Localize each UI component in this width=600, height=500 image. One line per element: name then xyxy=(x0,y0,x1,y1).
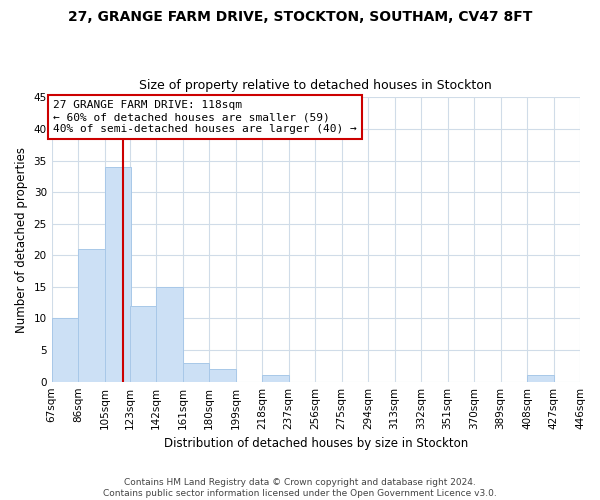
Text: 27, GRANGE FARM DRIVE, STOCKTON, SOUTHAM, CV47 8FT: 27, GRANGE FARM DRIVE, STOCKTON, SOUTHAM… xyxy=(68,10,532,24)
Bar xyxy=(183,362,209,382)
Bar xyxy=(156,287,183,382)
Text: 27 GRANGE FARM DRIVE: 118sqm
← 60% of detached houses are smaller (59)
40% of se: 27 GRANGE FARM DRIVE: 118sqm ← 60% of de… xyxy=(53,100,357,134)
Bar xyxy=(209,369,236,382)
Title: Size of property relative to detached houses in Stockton: Size of property relative to detached ho… xyxy=(139,79,492,92)
Bar xyxy=(104,167,131,382)
X-axis label: Distribution of detached houses by size in Stockton: Distribution of detached houses by size … xyxy=(164,437,468,450)
Text: Contains HM Land Registry data © Crown copyright and database right 2024.
Contai: Contains HM Land Registry data © Crown c… xyxy=(103,478,497,498)
Bar xyxy=(262,376,289,382)
Bar xyxy=(78,249,104,382)
Y-axis label: Number of detached properties: Number of detached properties xyxy=(15,146,28,332)
Bar xyxy=(52,318,78,382)
Bar xyxy=(130,306,156,382)
Bar xyxy=(527,376,554,382)
